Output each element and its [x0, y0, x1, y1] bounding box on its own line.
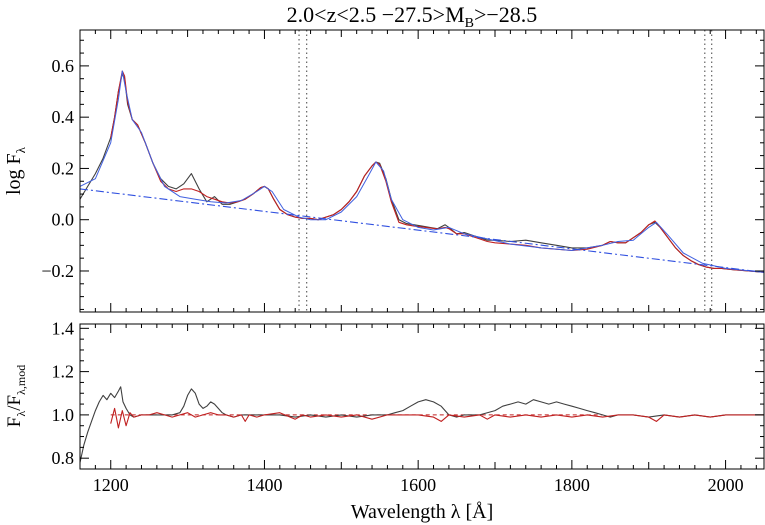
bottom-panel-ylabel: Fλ/Fλ,mod [4, 365, 28, 427]
x-tick-label: 1400 [246, 475, 282, 495]
y-tick-label: 1.2 [52, 362, 75, 382]
series-model-line [110, 407, 764, 429]
x-tick-label: 1600 [400, 475, 436, 495]
y-tick-label: −0.2 [41, 261, 74, 281]
top-panel-frame [79, 29, 765, 313]
y-tick-label: 0.2 [52, 158, 75, 178]
series-continuum-line [79, 188, 765, 273]
series-spectrum-line [79, 73, 765, 273]
x-tick-label: 1200 [93, 475, 129, 495]
x-tick-label: 1800 [554, 475, 590, 495]
top-panel-ticks: −0.2 0.0 0.2 0.4 0.6 [41, 30, 764, 312]
bottom-panel-ratio: 1200 1400 1600 1800 2000 0.8 1.0 1.2 1.4 Fλ/Fλ,m… [4, 318, 765, 495]
y-tick-label: 1.4 [52, 318, 75, 338]
chart-title: 2.0<z<2.5 −27.5>MB>−28.5 [287, 2, 538, 31]
top-panel-spectrum: −0.2 0.0 0.2 0.4 0.6 log Fλ [3, 29, 765, 313]
bottom-panel-ticks: 1200 1400 1600 1800 2000 0.8 1.0 1.2 1.4 [52, 318, 764, 495]
y-tick-label: 1.0 [52, 405, 75, 425]
y-tick-label: 0.6 [52, 56, 75, 76]
x-axis-label: Wavelength λ [Å] [351, 501, 493, 523]
x-tick-label: 2000 [708, 475, 744, 495]
y-tick-label: 0.8 [52, 448, 75, 468]
series-spectrum-line [79, 386, 764, 463]
series-fit-line [79, 70, 765, 273]
y-tick-label: 0.0 [52, 210, 75, 230]
top-panel-ylabel: log Fλ [3, 146, 28, 195]
y-tick-label: 0.4 [52, 107, 75, 127]
top-panel-window-lines [298, 30, 713, 312]
series-model-line [110, 70, 765, 273]
bottom-panel-frame [79, 323, 765, 470]
